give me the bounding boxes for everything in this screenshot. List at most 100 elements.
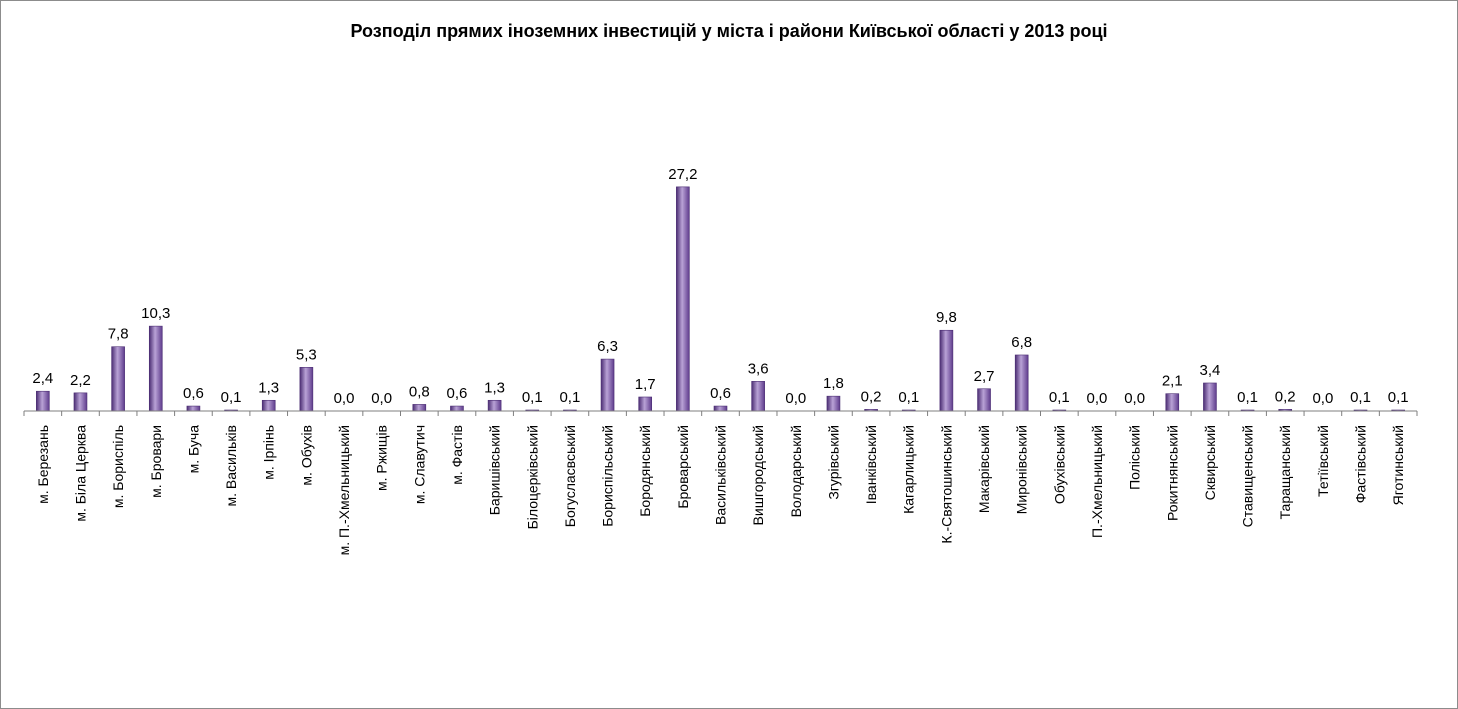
category-label: Богуслаcвський: [562, 425, 578, 527]
bar: [751, 381, 765, 412]
bar: [299, 367, 314, 412]
category-label: Макарівський: [976, 425, 992, 513]
category-label: м. Бровари: [148, 425, 164, 498]
category-label: м. Ірпінь: [261, 425, 277, 480]
bar: [36, 390, 50, 412]
category-label: П.-Хмельницький: [1089, 425, 1105, 538]
category-label: Білоцерківський: [524, 425, 540, 529]
data-label: 0,6: [183, 385, 204, 402]
category-label: м. Фастів: [449, 425, 465, 485]
bar: [412, 404, 427, 412]
category-label: Тетіївський: [1315, 425, 1331, 497]
data-label: 0,0: [334, 390, 355, 407]
bar: [186, 405, 201, 412]
data-label: 0,1: [221, 389, 242, 406]
data-label: 3,4: [1200, 362, 1221, 379]
data-label: 0,0: [1312, 390, 1333, 407]
category-label: Броварський: [675, 425, 691, 509]
category-label: Фастівський: [1353, 425, 1369, 503]
category-label: Бородянський: [637, 425, 653, 517]
bar: [111, 346, 125, 412]
bar: [713, 405, 728, 412]
category-label: Яготинський: [1390, 425, 1406, 505]
bar: [1203, 382, 1217, 412]
category-label: Ставищенський: [1240, 425, 1256, 527]
category-label: Іванківський: [863, 425, 879, 504]
category-label: м. Обухів: [298, 425, 314, 486]
data-label: 2,7: [974, 368, 995, 385]
category-label: Баришівський: [487, 425, 503, 515]
data-label: 0,1: [559, 389, 580, 406]
data-label: 0,0: [785, 390, 806, 407]
data-label: 2,1: [1162, 373, 1183, 390]
bar: [939, 329, 954, 412]
data-label: 5,3: [296, 346, 317, 363]
data-label: 1,3: [258, 379, 279, 396]
bar: [638, 396, 653, 412]
category-label: Васильківський: [713, 425, 729, 525]
data-label: 10,3: [141, 305, 170, 322]
data-label: 1,3: [484, 379, 505, 396]
data-label: 1,7: [635, 376, 656, 393]
data-label: 0,1: [1388, 389, 1409, 406]
data-label: 3,6: [748, 360, 769, 377]
category-label: м. П.-Хмельницький: [336, 425, 352, 555]
data-label: 6,3: [597, 338, 618, 355]
category-label: м. Березань: [35, 425, 51, 504]
data-label: 1,8: [823, 375, 844, 392]
chart-title: Розподіл прямих іноземних інвестицій у м…: [350, 21, 1108, 41]
category-label: м. Славутич: [411, 425, 427, 504]
category-label: Вишгородський: [750, 425, 766, 525]
data-label: 0,1: [1237, 389, 1258, 406]
data-label: 0,2: [1275, 388, 1296, 405]
category-label: Володарський: [788, 425, 804, 517]
bar: [148, 325, 163, 412]
bar: [600, 358, 615, 412]
category-label: К.-Святошинський: [938, 425, 954, 544]
bar: [73, 392, 88, 412]
bar: [826, 395, 841, 412]
bar: [261, 399, 276, 412]
data-label: 27,2: [668, 166, 697, 183]
data-label: 0,1: [522, 389, 543, 406]
category-label: м. Буча: [185, 425, 201, 474]
category-label: Таращанський: [1277, 425, 1293, 519]
category-label: м. Біла Церква: [72, 425, 88, 522]
category-label: м. Ржищів: [374, 425, 390, 491]
category-label: Поліський: [1127, 425, 1143, 490]
category-label: м. Бориспіль: [110, 425, 126, 508]
category-label: Рокитнянський: [1164, 425, 1180, 521]
category-label: Бориспільський: [600, 425, 616, 527]
category-label: Миронівський: [1014, 425, 1030, 514]
data-label: 0,1: [1350, 389, 1371, 406]
data-labels-layer: 2,4 2,2 7,8 10,3 0,6 0,1 1,3 5,3 0,0 0,0 0,8 0,6 1,3…: [32, 166, 1408, 407]
bar: [1165, 393, 1180, 412]
data-label: 2,2: [70, 372, 91, 389]
data-label: 7,8: [108, 326, 129, 343]
bar: [977, 388, 991, 412]
category-label: Сквирський: [1202, 425, 1218, 500]
data-label: 0,6: [447, 385, 468, 402]
bar: [676, 186, 690, 412]
category-label: Згурівський: [825, 425, 841, 500]
data-label: 0,0: [1124, 390, 1145, 407]
category-label: Обухівський: [1051, 425, 1067, 504]
data-label: 0,8: [409, 383, 430, 400]
data-label: 0,0: [1087, 390, 1108, 407]
data-label: 6,8: [1011, 334, 1032, 351]
x-axis-ticks: [23, 411, 1418, 416]
category-label: м. Васильків: [223, 425, 239, 506]
bar: [450, 405, 464, 412]
data-label: 0,1: [898, 389, 919, 406]
data-label: 0,1: [1049, 389, 1070, 406]
bar: [1014, 354, 1029, 412]
data-label: 2,4: [32, 370, 53, 387]
data-label: 0,0: [371, 390, 392, 407]
data-label: 0,2: [861, 388, 882, 405]
category-label: Кагарлицький: [901, 425, 917, 514]
data-label: 0,6: [710, 385, 731, 402]
data-label: 9,8: [936, 309, 957, 326]
category-labels-layer: м. Березань м. Біла Церква м. Бориспіль м. …: [35, 425, 1406, 556]
